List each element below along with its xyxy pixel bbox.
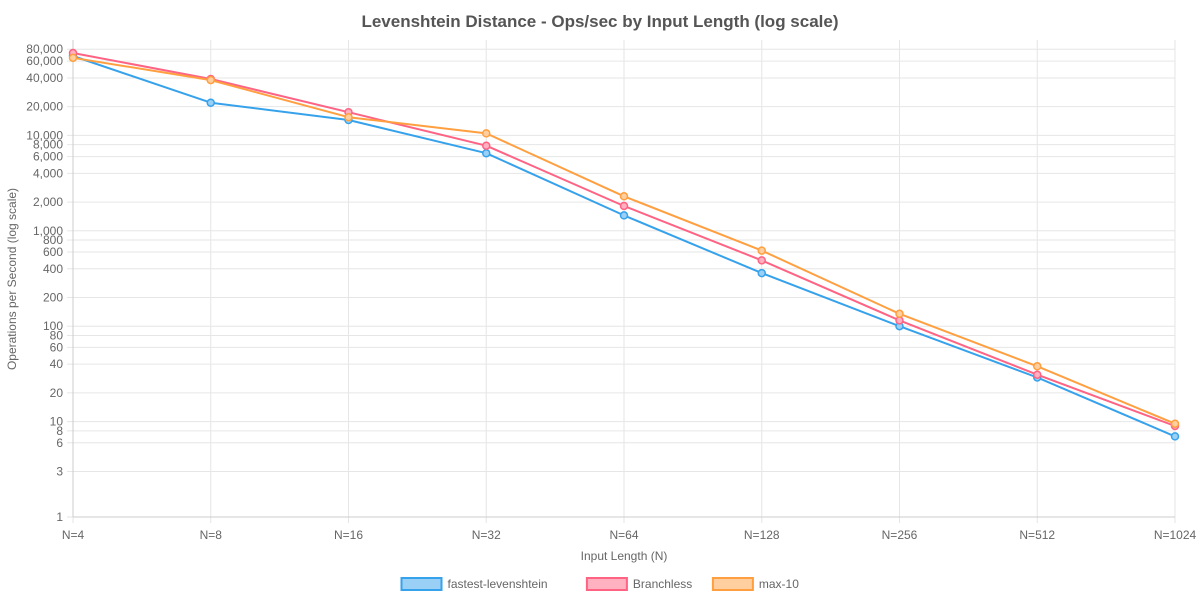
- y-tick-label: 6,000: [33, 150, 63, 164]
- y-tick-label: 10: [50, 415, 64, 429]
- legend: fastest-levenshtein Branchless max-10: [400, 577, 799, 591]
- y-tick-label: 40: [50, 357, 64, 371]
- y-tick-label: 20: [50, 386, 64, 400]
- y-tick-label: 80,000: [26, 42, 63, 56]
- data-point[interactable]: [1033, 362, 1042, 371]
- data-point[interactable]: [1170, 419, 1180, 428]
- x-axis-ticks: N=4 N=8 N=16 N=32 N=64 N=128 N=256 N=512 N=1024: [62, 528, 1197, 542]
- y-tick-label: 6: [56, 436, 63, 450]
- data-point[interactable]: [619, 201, 629, 211]
- legend-label: fastest-levenshtein: [448, 577, 548, 591]
- x-tick-label: N=1024: [1154, 528, 1197, 542]
- data-point[interactable]: [482, 141, 491, 150]
- y-tick-label: 400: [43, 262, 63, 276]
- y-tick-label: 1: [56, 510, 63, 524]
- legend-item[interactable]: max-10: [711, 577, 799, 591]
- y-tick-label: 40,000: [26, 71, 63, 85]
- y-tick-label: 800: [43, 233, 63, 247]
- legend-swatch: [711, 577, 754, 591]
- x-tick-label: N=512: [1019, 528, 1055, 542]
- y-tick-label: 8,000: [33, 138, 63, 152]
- y-tick-label: 8: [56, 424, 63, 438]
- legend-item[interactable]: fastest-levenshtein: [400, 577, 548, 591]
- data-point[interactable]: [344, 112, 353, 122]
- x-tick-label: N=256: [882, 528, 918, 542]
- data-point[interactable]: [757, 256, 766, 265]
- x-axis-title: Input Length (N): [581, 549, 668, 563]
- data-point[interactable]: [482, 129, 491, 138]
- data-point[interactable]: [757, 268, 766, 278]
- x-tick-label: N=8: [200, 528, 223, 542]
- series-lines: [68, 48, 1180, 441]
- chart-title: Levenshtein Distance - Ops/sec by Input …: [361, 12, 838, 31]
- legend-swatch: [585, 577, 628, 591]
- grid-lines: [67, 40, 1176, 523]
- data-point[interactable]: [68, 53, 78, 63]
- y-tick-label: 200: [43, 290, 63, 304]
- x-tick-label: N=4: [62, 528, 85, 542]
- y-tick-label: 80: [50, 328, 64, 342]
- x-tick-label: N=128: [744, 528, 780, 542]
- y-axis-title: Operations per Second (log scale): [5, 188, 19, 370]
- data-point[interactable]: [1033, 370, 1042, 379]
- data-point[interactable]: [206, 98, 215, 107]
- y-tick-label: 100: [43, 319, 63, 333]
- data-point[interactable]: [757, 246, 766, 255]
- x-tick-label: N=64: [609, 528, 638, 542]
- y-tick-label: 4,000: [33, 166, 63, 180]
- data-point[interactable]: [206, 75, 215, 85]
- y-tick-label: 2,000: [33, 195, 63, 209]
- data-point[interactable]: [895, 309, 904, 319]
- data-point[interactable]: [482, 148, 491, 158]
- y-tick-label: 600: [43, 245, 63, 259]
- y-tick-label: 10,000: [26, 128, 63, 142]
- data-point[interactable]: [1170, 432, 1180, 441]
- data-point[interactable]: [619, 211, 629, 220]
- x-tick-label: N=16: [334, 528, 363, 542]
- y-tick-label: 1,000: [33, 224, 63, 238]
- legend-item[interactable]: Branchless: [585, 577, 692, 591]
- x-tick-label: N=32: [472, 528, 501, 542]
- y-tick-label: 20,000: [26, 100, 63, 114]
- y-tick-label: 3: [56, 464, 63, 478]
- legend-label: Branchless: [633, 577, 692, 591]
- y-tick-label: 60: [50, 340, 64, 354]
- legend-label: max-10: [759, 577, 799, 591]
- data-point[interactable]: [619, 192, 629, 201]
- legend-swatch: [400, 577, 443, 591]
- y-tick-label: 60,000: [26, 54, 63, 68]
